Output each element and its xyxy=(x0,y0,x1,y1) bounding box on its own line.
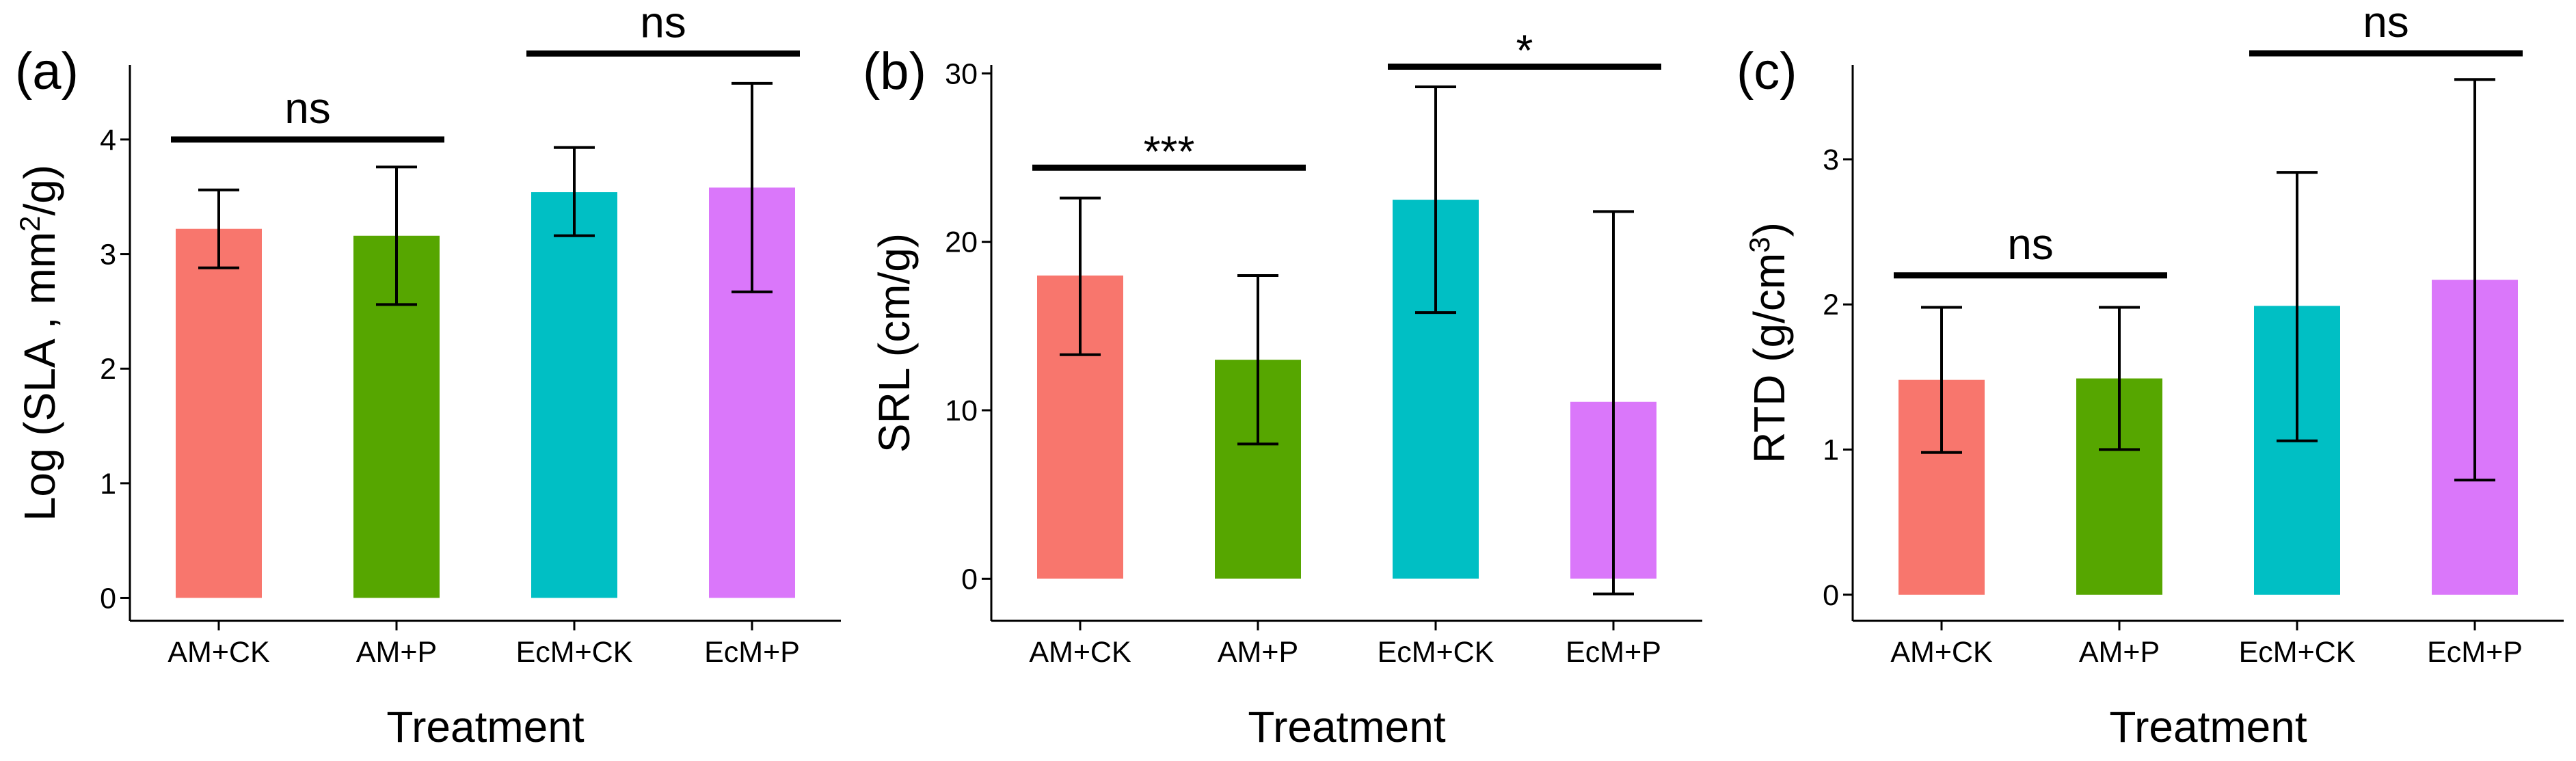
x-tick-label: EcM+CK xyxy=(516,636,633,669)
panel-2: (b) 0 10 20 30 AM+CK AM+P EcM+CK EcM+P Treatment S… xyxy=(863,25,1702,751)
x-tick-label: AM+CK xyxy=(1029,636,1131,669)
y-tick-label: 2 xyxy=(100,353,116,386)
error-bar xyxy=(2099,306,2140,451)
panel-label: (a) xyxy=(15,42,79,101)
y-axis-title-superscript: 3 xyxy=(1743,237,1775,252)
y-tick-label: 3 xyxy=(1823,144,1839,176)
bar-ecm-ck xyxy=(531,192,617,598)
y-tick-label: 4 xyxy=(100,124,116,157)
y-axis-title-superscript: 2 xyxy=(14,216,46,232)
error-bar xyxy=(554,146,595,237)
panel-label: (c) xyxy=(1736,42,1797,101)
y-axis-title: Log (SLA , mm2/g) xyxy=(14,165,64,521)
x-tick-label: AM+CK xyxy=(1890,636,1993,669)
panel-label: (b) xyxy=(863,42,926,101)
y-tick-label: 30 xyxy=(945,57,978,90)
error-bar xyxy=(198,188,239,269)
y-axis-title-main: SRL (cm/g) xyxy=(870,233,919,453)
y-tick-label: 0 xyxy=(100,582,116,615)
y-axis-title: RTD (g/cm3) xyxy=(1743,222,1794,464)
y-tick-label: 1 xyxy=(100,468,116,500)
significance-label: *** xyxy=(1144,126,1195,176)
y-tick-label: 1 xyxy=(1823,434,1839,467)
x-axis-title: Treatment xyxy=(386,702,585,751)
x-tick-label: AM+P xyxy=(1218,636,1298,669)
y-tick-label: 20 xyxy=(945,226,978,259)
y-tick-label: 0 xyxy=(1823,579,1839,612)
panel-1: (a) 0 1 2 3 4 AM+CK AM+P EcM+CK EcM+P Treatment Log… xyxy=(14,0,841,751)
y-axis-title-end: ) xyxy=(1745,222,1794,237)
y-axis-title: SRL (cm/g) xyxy=(870,233,919,453)
x-tick-label: AM+P xyxy=(2079,636,2160,669)
error-bar xyxy=(1237,273,1278,446)
significance-label: ns xyxy=(284,83,331,133)
x-axis-title: Treatment xyxy=(1248,702,1446,751)
significance-label: ns xyxy=(2363,0,2409,46)
error-bar xyxy=(1060,196,1101,356)
error-bar xyxy=(2277,171,2318,442)
significance-label: * xyxy=(1516,25,1533,75)
y-axis-title-main: Log (SLA , mm xyxy=(15,232,64,521)
x-tick-label: AM+P xyxy=(356,636,437,669)
error-bar xyxy=(376,165,417,306)
y-tick-label: 10 xyxy=(945,395,978,427)
error-bar xyxy=(732,81,773,293)
y-axis-title-end: /g) xyxy=(15,165,64,216)
significance-label: ns xyxy=(2007,219,2054,269)
x-tick-label: EcM+P xyxy=(1566,636,1661,669)
error-bar xyxy=(1593,210,1634,596)
y-axis-title-main: RTD (g/cm xyxy=(1745,253,1794,464)
x-axis-title: Treatment xyxy=(2109,702,2307,751)
chart-panels: (a) 0 1 2 3 4 AM+CK AM+P EcM+CK EcM+P Treatment Log… xyxy=(14,0,2564,751)
panel-3: (c) 0 1 2 3 AM+CK AM+P EcM+CK EcM+P Treatment RTD … xyxy=(1736,0,2564,751)
error-bar xyxy=(1415,85,1456,315)
x-tick-label: EcM+CK xyxy=(2239,636,2356,669)
significance-label: ns xyxy=(640,0,686,46)
x-tick-label: EcM+P xyxy=(704,636,800,669)
y-tick-label: 2 xyxy=(1823,289,1839,321)
x-tick-label: EcM+P xyxy=(2427,636,2523,669)
x-tick-label: AM+CK xyxy=(167,636,270,669)
y-tick-label: 0 xyxy=(961,563,978,596)
x-tick-label: EcM+CK xyxy=(1378,636,1494,669)
y-tick-label: 3 xyxy=(100,239,116,271)
bar-am-ck xyxy=(176,228,262,598)
error-bar xyxy=(1921,306,1962,454)
error-bar xyxy=(2454,78,2495,482)
